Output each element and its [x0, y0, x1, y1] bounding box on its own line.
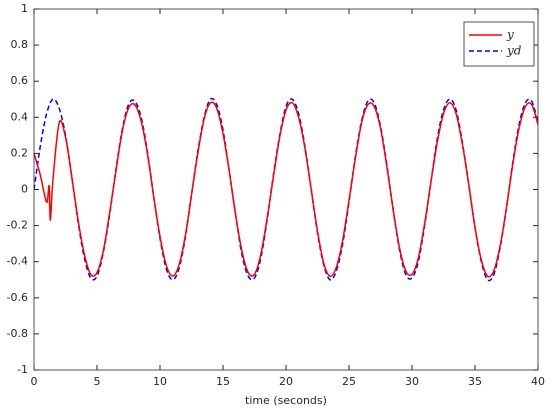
- x-tick-label: 30: [405, 375, 419, 388]
- x-tick-label: 20: [279, 375, 293, 388]
- x-tick-label: 25: [342, 375, 356, 388]
- x-tick-label: 15: [216, 375, 230, 388]
- legend-label: yd: [506, 44, 522, 58]
- x-axis-label: time (seconds): [245, 394, 327, 407]
- y-tick-label: -0.6: [7, 291, 28, 304]
- x-tick-label: 0: [31, 375, 38, 388]
- y-tick-label: -0.8: [7, 327, 28, 340]
- y-tick-label: 0.2: [11, 146, 29, 159]
- series-line: [34, 97, 538, 282]
- axes-box: [33, 8, 539, 371]
- y-tick-label: 1: [21, 2, 28, 15]
- x-tick-label: 5: [94, 375, 101, 388]
- y-tick-label: -1: [17, 363, 28, 376]
- y-tick-label: 0.4: [11, 110, 29, 123]
- y-tick-label: -0.2: [7, 219, 28, 232]
- legend-label: y: [506, 28, 514, 42]
- legend-box: [463, 21, 535, 67]
- x-tick-label: 10: [153, 375, 167, 388]
- x-tick-label: 40: [531, 375, 545, 388]
- y-tick-label: 0: [21, 183, 28, 196]
- y-tick-label: 0.6: [11, 74, 29, 87]
- plot-area: [34, 9, 538, 370]
- y-tick-label: 0.8: [11, 38, 29, 51]
- series-line: [34, 101, 538, 278]
- x-tick-label: 35: [468, 375, 482, 388]
- y-tick-label: -0.4: [7, 255, 28, 268]
